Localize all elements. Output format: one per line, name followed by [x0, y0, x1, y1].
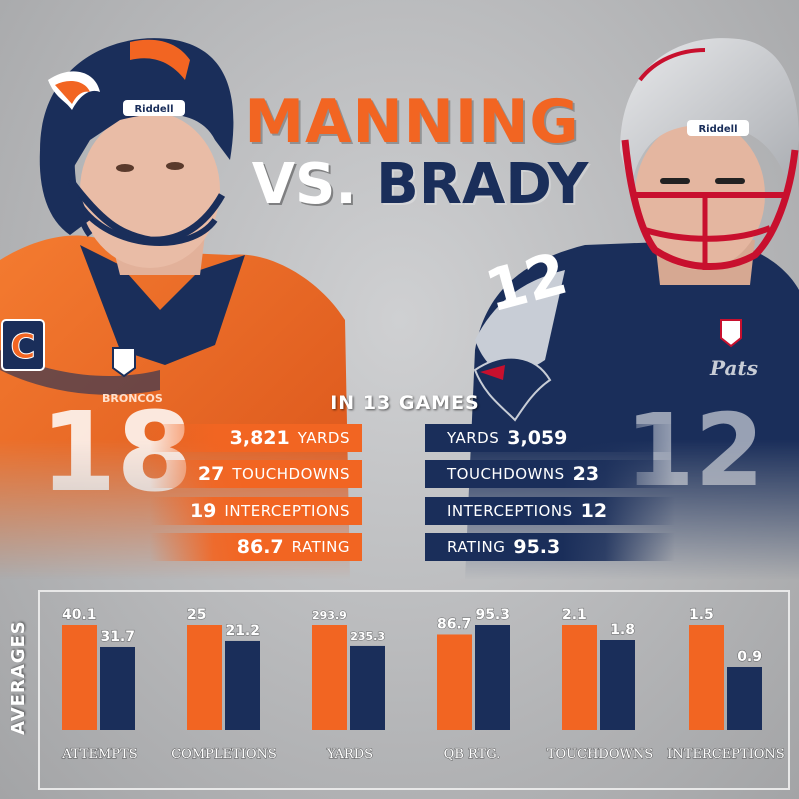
svg-text:BRONCOS: BRONCOS [102, 392, 163, 405]
bar-manning-qb-rtg [437, 634, 472, 730]
bar-value-label: 25 [187, 607, 206, 623]
games-subtitle: IN 13 GAMES [330, 392, 480, 414]
brady-stat-value: 95.3 [513, 536, 561, 558]
bar-brady-attempts [100, 646, 135, 730]
bar-brady-qb-rtg [475, 625, 510, 730]
title-brady: BRADY [376, 152, 589, 217]
brady-stat-label: INTERCEPTIONS [447, 502, 573, 520]
svg-text:18: 18 [40, 388, 193, 516]
manning-stat-row: 3,821 YARDS [150, 424, 362, 452]
bar-value-label: 1.8 [610, 622, 635, 638]
brady-player-image: 12 Pats 12 Riddell [465, 38, 799, 580]
bar-value-label: 40.1 [62, 607, 97, 623]
averages-panel [38, 590, 790, 790]
brady-stat-value: 3,059 [507, 427, 568, 449]
bar-brady-touchdowns [600, 640, 635, 730]
manning-player-image: C BRONCOS 18 Riddell [0, 38, 350, 580]
category-label: QB RTG. [444, 747, 501, 762]
manning-stat-label: INTERCEPTIONS [224, 502, 350, 520]
brady-stat-value: 23 [572, 463, 600, 485]
bar-brady-yards [350, 645, 385, 730]
bar-value-label: 86.7 [437, 616, 472, 632]
brady-stat-label: RATING [447, 538, 506, 556]
title-manning: MANNING [244, 87, 580, 157]
manning-stat-value: 86.7 [236, 536, 284, 558]
manning-stat-value: 27 [197, 463, 225, 485]
bar-manning-completions [187, 625, 222, 730]
manning-stat-row: 86.7 RATING [150, 533, 362, 561]
bar-value-label: 95.3 [475, 607, 510, 623]
svg-text:C: C [11, 327, 36, 367]
bar-value-label: 21.2 [225, 623, 260, 639]
brady-stat-label: TOUCHDOWNS [447, 465, 565, 483]
brady-stat-row: RATING 95.3 [425, 533, 675, 561]
manning-stat-label: RATING [291, 538, 350, 556]
svg-text:Riddell: Riddell [134, 104, 173, 115]
brady-stat-row: TOUCHDOWNS 23 [425, 460, 675, 488]
category-label: COMPLETIONS [171, 747, 277, 762]
title-vs-brady: VS. BRADY [230, 155, 610, 215]
bar-manning-attempts [62, 625, 97, 730]
bar-value-label: 235.3 [350, 630, 385, 643]
bar-brady-completions [225, 640, 260, 730]
manning-stat-label: TOUCHDOWNS [232, 465, 350, 483]
manning-stat-row: 19 INTERCEPTIONS [150, 497, 362, 525]
category-label: YARDS [326, 747, 373, 762]
manning-stat-value: 3,821 [229, 427, 290, 449]
manning-stat-row: 27 TOUCHDOWNS [150, 460, 362, 488]
category-label: ATTEMPTS [61, 747, 137, 762]
category-label: TOUCHDOWNS [547, 747, 653, 762]
manning-stat-label: YARDS [297, 429, 350, 447]
title-vs: VS. [251, 152, 357, 217]
manning-stat-value: 19 [189, 500, 217, 522]
svg-text:Riddell: Riddell [698, 124, 737, 135]
bar-manning-yards [312, 625, 347, 730]
bar-value-label: 293.9 [312, 609, 347, 622]
bar-manning-interceptions [689, 625, 724, 730]
svg-text:Pats: Pats [709, 356, 758, 380]
brady-stat-row: YARDS 3,059 [425, 424, 675, 452]
bar-brady-interceptions [727, 667, 762, 730]
bar-value-label: 2.1 [562, 607, 587, 623]
bar-manning-touchdowns [562, 625, 597, 730]
bar-value-label: 0.9 [737, 649, 762, 665]
brady-stat-row: INTERCEPTIONS 12 [425, 497, 675, 525]
bar-value-label: 1.5 [689, 607, 714, 623]
brady-stat-value: 12 [580, 500, 608, 522]
brady-stat-label: YARDS [447, 429, 500, 447]
category-label: INTERCEPTIONS [667, 747, 784, 762]
bar-value-label: 31.7 [100, 629, 135, 645]
